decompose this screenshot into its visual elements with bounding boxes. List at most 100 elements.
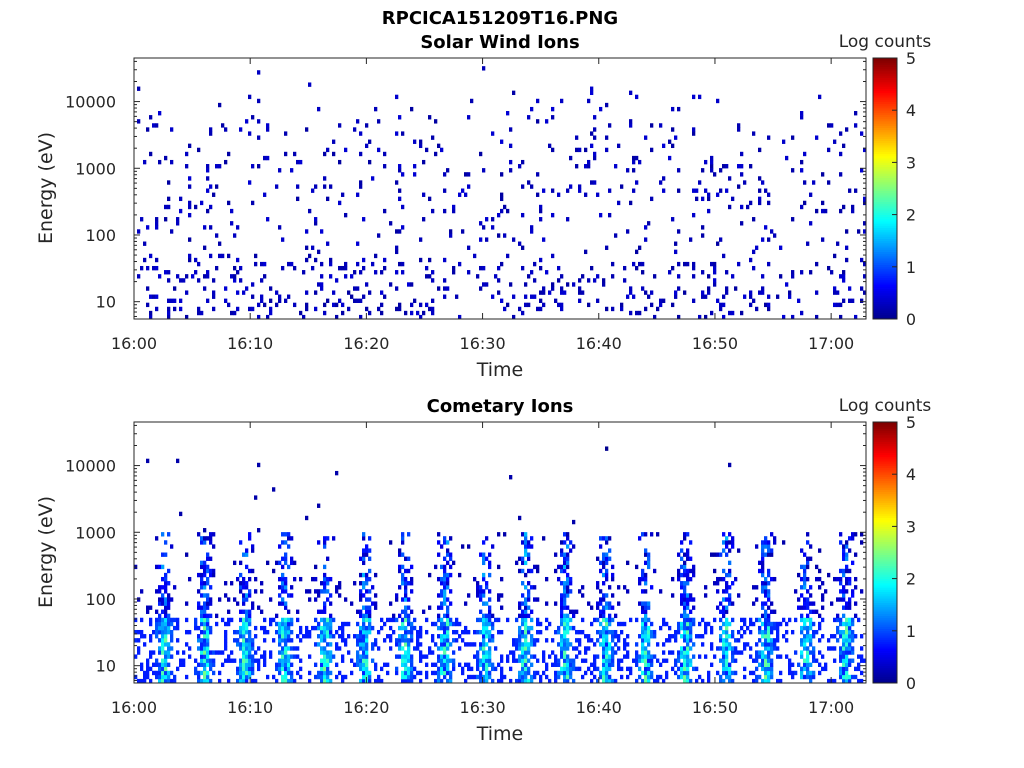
heatmap-cell bbox=[338, 625, 342, 631]
heatmap-cell bbox=[767, 642, 771, 647]
heatmap-cell bbox=[395, 270, 399, 275]
heatmap-cell bbox=[566, 581, 570, 586]
heatmap-cell bbox=[689, 609, 693, 614]
heatmap-cell bbox=[827, 147, 831, 153]
heatmap-cell bbox=[323, 581, 327, 586]
heatmap-cell bbox=[314, 564, 318, 570]
colorbar-segment bbox=[873, 218, 897, 222]
heatmap-cell bbox=[149, 294, 153, 299]
heatmap-cell bbox=[203, 245, 207, 250]
colorbar-segment bbox=[873, 286, 897, 289]
heatmap-cell bbox=[644, 581, 648, 586]
heatmap-cell bbox=[527, 605, 531, 610]
heatmap-cell bbox=[401, 634, 405, 639]
heatmap-cell bbox=[323, 176, 327, 181]
heatmap-cell bbox=[200, 540, 204, 545]
heatmap-cell bbox=[590, 638, 594, 643]
heatmap-cell bbox=[326, 642, 330, 647]
heatmap-cell bbox=[842, 666, 846, 672]
heatmap-cell bbox=[419, 257, 423, 263]
heatmap-cell bbox=[686, 674, 690, 680]
heatmap-cell bbox=[188, 257, 192, 263]
heatmap-cell bbox=[365, 642, 369, 647]
heatmap-cell bbox=[800, 605, 804, 610]
heatmap-cell bbox=[482, 658, 486, 663]
heatmap-cell bbox=[323, 662, 327, 667]
heatmap-cell bbox=[152, 662, 156, 667]
heatmap-cell bbox=[437, 666, 441, 672]
heatmap-cell bbox=[851, 638, 855, 643]
heatmap-cell bbox=[524, 670, 528, 676]
heatmap-cell bbox=[185, 552, 189, 557]
heatmap-cell bbox=[749, 257, 753, 263]
heatmap-cell bbox=[443, 172, 447, 177]
heatmap-cell bbox=[806, 560, 810, 566]
heatmap-cell bbox=[329, 257, 333, 263]
heatmap-cell bbox=[701, 270, 705, 275]
heatmap-cell bbox=[608, 556, 612, 561]
heatmap-cell bbox=[461, 188, 465, 193]
heatmap-cell bbox=[443, 585, 447, 590]
heatmap-cell bbox=[839, 581, 843, 586]
heatmap-cell bbox=[410, 670, 414, 676]
heatmap-cell bbox=[710, 261, 714, 267]
colorbar-tick-label: 0 bbox=[906, 674, 916, 693]
heatmap-cell bbox=[599, 613, 603, 619]
panel-solar-wind: Solar Wind Ions 16:00 16:10 16:20 16:30 16:4… bbox=[35, 32, 931, 381]
heatmap-cell bbox=[278, 560, 282, 566]
heatmap-cell bbox=[854, 111, 858, 116]
heatmap-cell bbox=[707, 290, 711, 295]
heatmap-cell bbox=[305, 290, 309, 295]
heatmap-cell bbox=[248, 617, 252, 623]
heatmap-cell bbox=[596, 629, 600, 635]
colorbar-tick-label: 2 bbox=[906, 206, 916, 225]
colorbar-segment bbox=[873, 210, 897, 213]
heatmap-cell bbox=[728, 674, 732, 680]
heatmap-cell bbox=[212, 658, 216, 663]
heatmap-cell bbox=[266, 560, 270, 566]
heatmap-cell bbox=[242, 290, 246, 295]
heatmap-cell bbox=[236, 642, 240, 647]
heatmap-cell bbox=[371, 601, 375, 606]
heatmap-cell bbox=[209, 127, 213, 132]
heatmap-cell bbox=[650, 147, 654, 153]
colorbar-segment bbox=[873, 221, 897, 224]
heatmap-cell bbox=[158, 159, 162, 165]
heatmap-cell bbox=[530, 662, 534, 667]
heatmap-cell bbox=[566, 605, 570, 610]
heatmap-cell bbox=[599, 597, 603, 602]
heatmap-cell bbox=[305, 229, 309, 234]
heatmap-cell bbox=[134, 629, 138, 635]
heatmap-cell bbox=[287, 609, 291, 614]
colorbar-segment bbox=[873, 58, 897, 61]
heatmap-cell bbox=[743, 629, 747, 635]
heatmap-cell bbox=[752, 621, 756, 627]
heatmap-cell bbox=[725, 654, 729, 659]
colorbar-tick-label: 1 bbox=[906, 622, 916, 641]
heatmap-cell bbox=[149, 666, 153, 672]
heatmap-cell bbox=[608, 642, 612, 647]
heatmap-cell bbox=[605, 601, 609, 606]
heatmap-cell bbox=[686, 601, 690, 606]
colorbar-segment bbox=[873, 155, 897, 159]
heatmap-cell bbox=[536, 629, 540, 635]
heatmap-cell bbox=[155, 609, 159, 614]
heatmap-cell bbox=[758, 654, 762, 659]
heatmap-cell bbox=[209, 629, 213, 635]
heatmap-cell bbox=[146, 670, 150, 676]
heatmap-cell bbox=[842, 642, 846, 647]
heatmap-cell bbox=[419, 625, 423, 631]
heatmap-cell bbox=[632, 658, 636, 663]
heatmap-cell bbox=[521, 646, 525, 651]
heatmap-cell bbox=[860, 658, 864, 663]
heatmap-cell bbox=[161, 674, 165, 680]
heatmap-cell bbox=[449, 670, 453, 676]
x-tick-label: 16:10 bbox=[227, 334, 273, 353]
heatmap-cell bbox=[314, 625, 318, 631]
colorbar-segment bbox=[873, 92, 897, 96]
heatmap-cell bbox=[245, 658, 249, 663]
heatmap-cell bbox=[809, 617, 813, 623]
heatmap-cell bbox=[320, 674, 324, 680]
heatmap-cell bbox=[524, 536, 528, 541]
heatmap-cell bbox=[320, 670, 324, 676]
